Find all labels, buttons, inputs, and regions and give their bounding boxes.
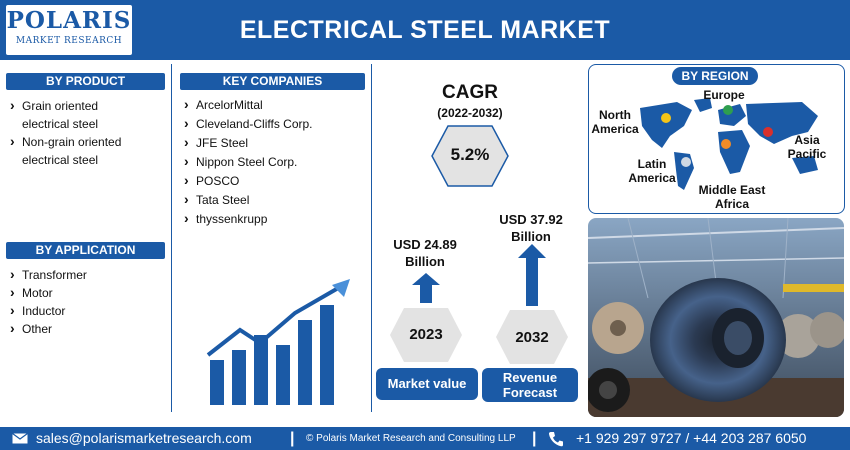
company-item: Tata Steel: [180, 190, 365, 210]
page-title: ELECTRICAL STEEL MARKET: [239, 16, 611, 44]
company-item: Cleveland-Cliffs Corp.: [180, 114, 365, 134]
company-item: POSCO: [180, 171, 365, 191]
region-asia-pacific: Asia Pacific: [787, 133, 827, 161]
company-item: thyssenkrupp: [180, 209, 365, 229]
cagr-value: 5.2%: [450, 145, 490, 164]
email-icon: [12, 433, 28, 444]
company-item: JFE Steel: [180, 133, 365, 153]
footer-bar: sales@polarismarketresearch.com | © Pola…: [0, 427, 850, 450]
footer-email[interactable]: sales@polarismarketresearch.com: [36, 430, 252, 446]
by-product-heading: BY PRODUCT: [6, 73, 165, 90]
year-2032-hexagon: [496, 310, 568, 364]
cagr-years: (2022-2032): [437, 106, 503, 120]
logo-wordmark: POLARIS: [6, 7, 132, 34]
key-companies-list: ArcelorMittal Cleveland-Cliffs Corp. JFE…: [180, 95, 365, 229]
left-column: [0, 64, 172, 412]
phone-icon: [548, 432, 563, 447]
by-region-heading: BY REGION: [672, 67, 758, 85]
footer-copyright: © Polaris Market Research and Consulting…: [306, 433, 516, 444]
revenue-forecast-button[interactable]: Revenue Forecast: [482, 368, 578, 402]
key-companies-heading: KEY COMPANIES: [180, 73, 365, 90]
arrow-up-icon: [412, 273, 440, 303]
value-2032: USD 37.92 Billion: [499, 212, 563, 244]
growth-chart-icon: [206, 279, 350, 405]
steel-coils-photo: [588, 218, 844, 417]
list-item: Other: [6, 319, 166, 338]
companies-column: [176, 64, 372, 412]
footer-divider: |: [290, 430, 295, 447]
arrow-up-icon: [518, 244, 546, 306]
by-application-list: Transformer Motor Inductor Other: [6, 265, 166, 338]
header-bar: POLARIS MARKET RESEARCH ELECTRICAL STEEL…: [0, 0, 850, 60]
region-middle-east-africa: Middle East Africa: [698, 183, 766, 211]
region-north-america: North America: [591, 108, 639, 136]
cagr-hexagon: [431, 125, 509, 187]
footer-phone[interactable]: +1 929 297 9727 / +44 203 287 6050: [576, 430, 807, 446]
footer-divider: |: [532, 430, 537, 447]
list-item: Inductor: [6, 301, 166, 320]
steel-coil-illustration: [588, 218, 844, 417]
year-2023-hexagon: [390, 308, 462, 362]
year-2023-label: 2023: [409, 326, 443, 343]
region-latin-america: Latin America: [628, 157, 676, 185]
list-item: Motor: [6, 283, 166, 302]
value-2023: USD 24.89 Billion: [393, 237, 457, 269]
company-item: Nippon Steel Corp.: [180, 152, 365, 172]
logo-tagline: MARKET RESEARCH: [15, 36, 123, 46]
market-value-button[interactable]: Market value: [376, 368, 478, 400]
cagr-title: CAGR: [442, 82, 498, 103]
company-item: ArcelorMittal: [180, 95, 365, 115]
year-2032-label: 2032: [515, 329, 549, 346]
region-europe: Europe: [703, 88, 745, 102]
world-map-icon: [640, 98, 818, 190]
list-item: Transformer: [6, 265, 166, 284]
region-panel: [588, 64, 845, 214]
by-application-heading: BY APPLICATION: [6, 242, 165, 259]
polaris-logo[interactable]: POLARIS MARKET RESEARCH: [6, 5, 132, 55]
